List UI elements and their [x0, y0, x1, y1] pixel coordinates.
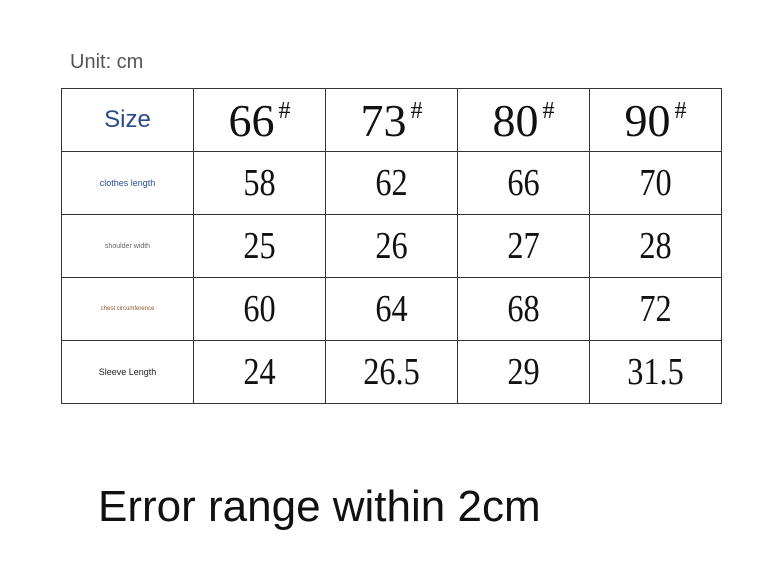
value: 24: [243, 351, 276, 393]
size-header: 66 #: [193, 88, 326, 152]
value-cell: 66: [457, 151, 590, 215]
size-header: 80 #: [457, 88, 590, 152]
value: 68: [507, 288, 540, 330]
size-label: 66: [228, 94, 275, 146]
value: 26.5: [363, 351, 420, 393]
row-label: shoulder width: [61, 214, 194, 278]
size-label: 80: [492, 94, 539, 146]
table-body: Size 66 #73 #80 #90 # clothes length 58 62 66 70 sh…: [61, 88, 722, 404]
value: 60: [243, 288, 276, 330]
size-header: 90 #: [589, 88, 722, 152]
value-cell: 62: [325, 151, 458, 215]
size-header: 73 #: [325, 88, 458, 152]
size-mark: #: [278, 97, 291, 124]
value: 58: [243, 162, 276, 204]
value: 27: [507, 225, 540, 267]
value: 31.5: [627, 351, 684, 393]
value: 26: [375, 225, 408, 267]
data-row: shoulder width 25 26 27 28: [61, 214, 722, 278]
data-row: clothes length 58 62 66 70: [61, 151, 722, 215]
value-cell: 31.5: [589, 340, 722, 404]
value-cell: 64: [325, 277, 458, 341]
footer-note: Error range within 2cm: [98, 482, 541, 531]
header-row: Size 66 #73 #80 #90 #: [61, 88, 722, 152]
size-table: Size 66 #73 #80 #90 # clothes length 58 62 66 70 sh…: [61, 88, 722, 404]
size-mark: #: [410, 97, 423, 124]
value-cell: 70: [589, 151, 722, 215]
value: 25: [243, 225, 276, 267]
value-cell: 72: [589, 277, 722, 341]
value-cell: 60: [193, 277, 326, 341]
value: 72: [639, 288, 672, 330]
unit-label: Unit: cm: [70, 51, 144, 73]
data-row: chest circumference 60 64 68 72: [61, 277, 722, 341]
row-label: clothes length: [61, 151, 194, 215]
data-row: Sleeve Length 24 26.5 29 31.5: [61, 340, 722, 404]
value: 62: [375, 162, 408, 204]
row-label: Sleeve Length: [61, 340, 194, 404]
size-label: 90: [624, 94, 671, 146]
value-cell: 24: [193, 340, 326, 404]
size-mark: #: [542, 97, 555, 124]
value-cell: 28: [589, 214, 722, 278]
value-cell: 26.5: [325, 340, 458, 404]
value-cell: 29: [457, 340, 590, 404]
size-label: 73: [360, 94, 407, 146]
value-cell: 27: [457, 214, 590, 278]
value-cell: 25: [193, 214, 326, 278]
value-cell: 68: [457, 277, 590, 341]
value: 70: [639, 162, 672, 204]
value-cell: 26: [325, 214, 458, 278]
value: 66: [507, 162, 540, 204]
value-cell: 58: [193, 151, 326, 215]
value: 29: [507, 351, 540, 393]
size-mark: #: [674, 97, 687, 124]
corner-cell: Size: [61, 88, 194, 152]
value: 64: [375, 288, 408, 330]
value: 28: [639, 225, 672, 267]
row-label: chest circumference: [61, 277, 194, 341]
